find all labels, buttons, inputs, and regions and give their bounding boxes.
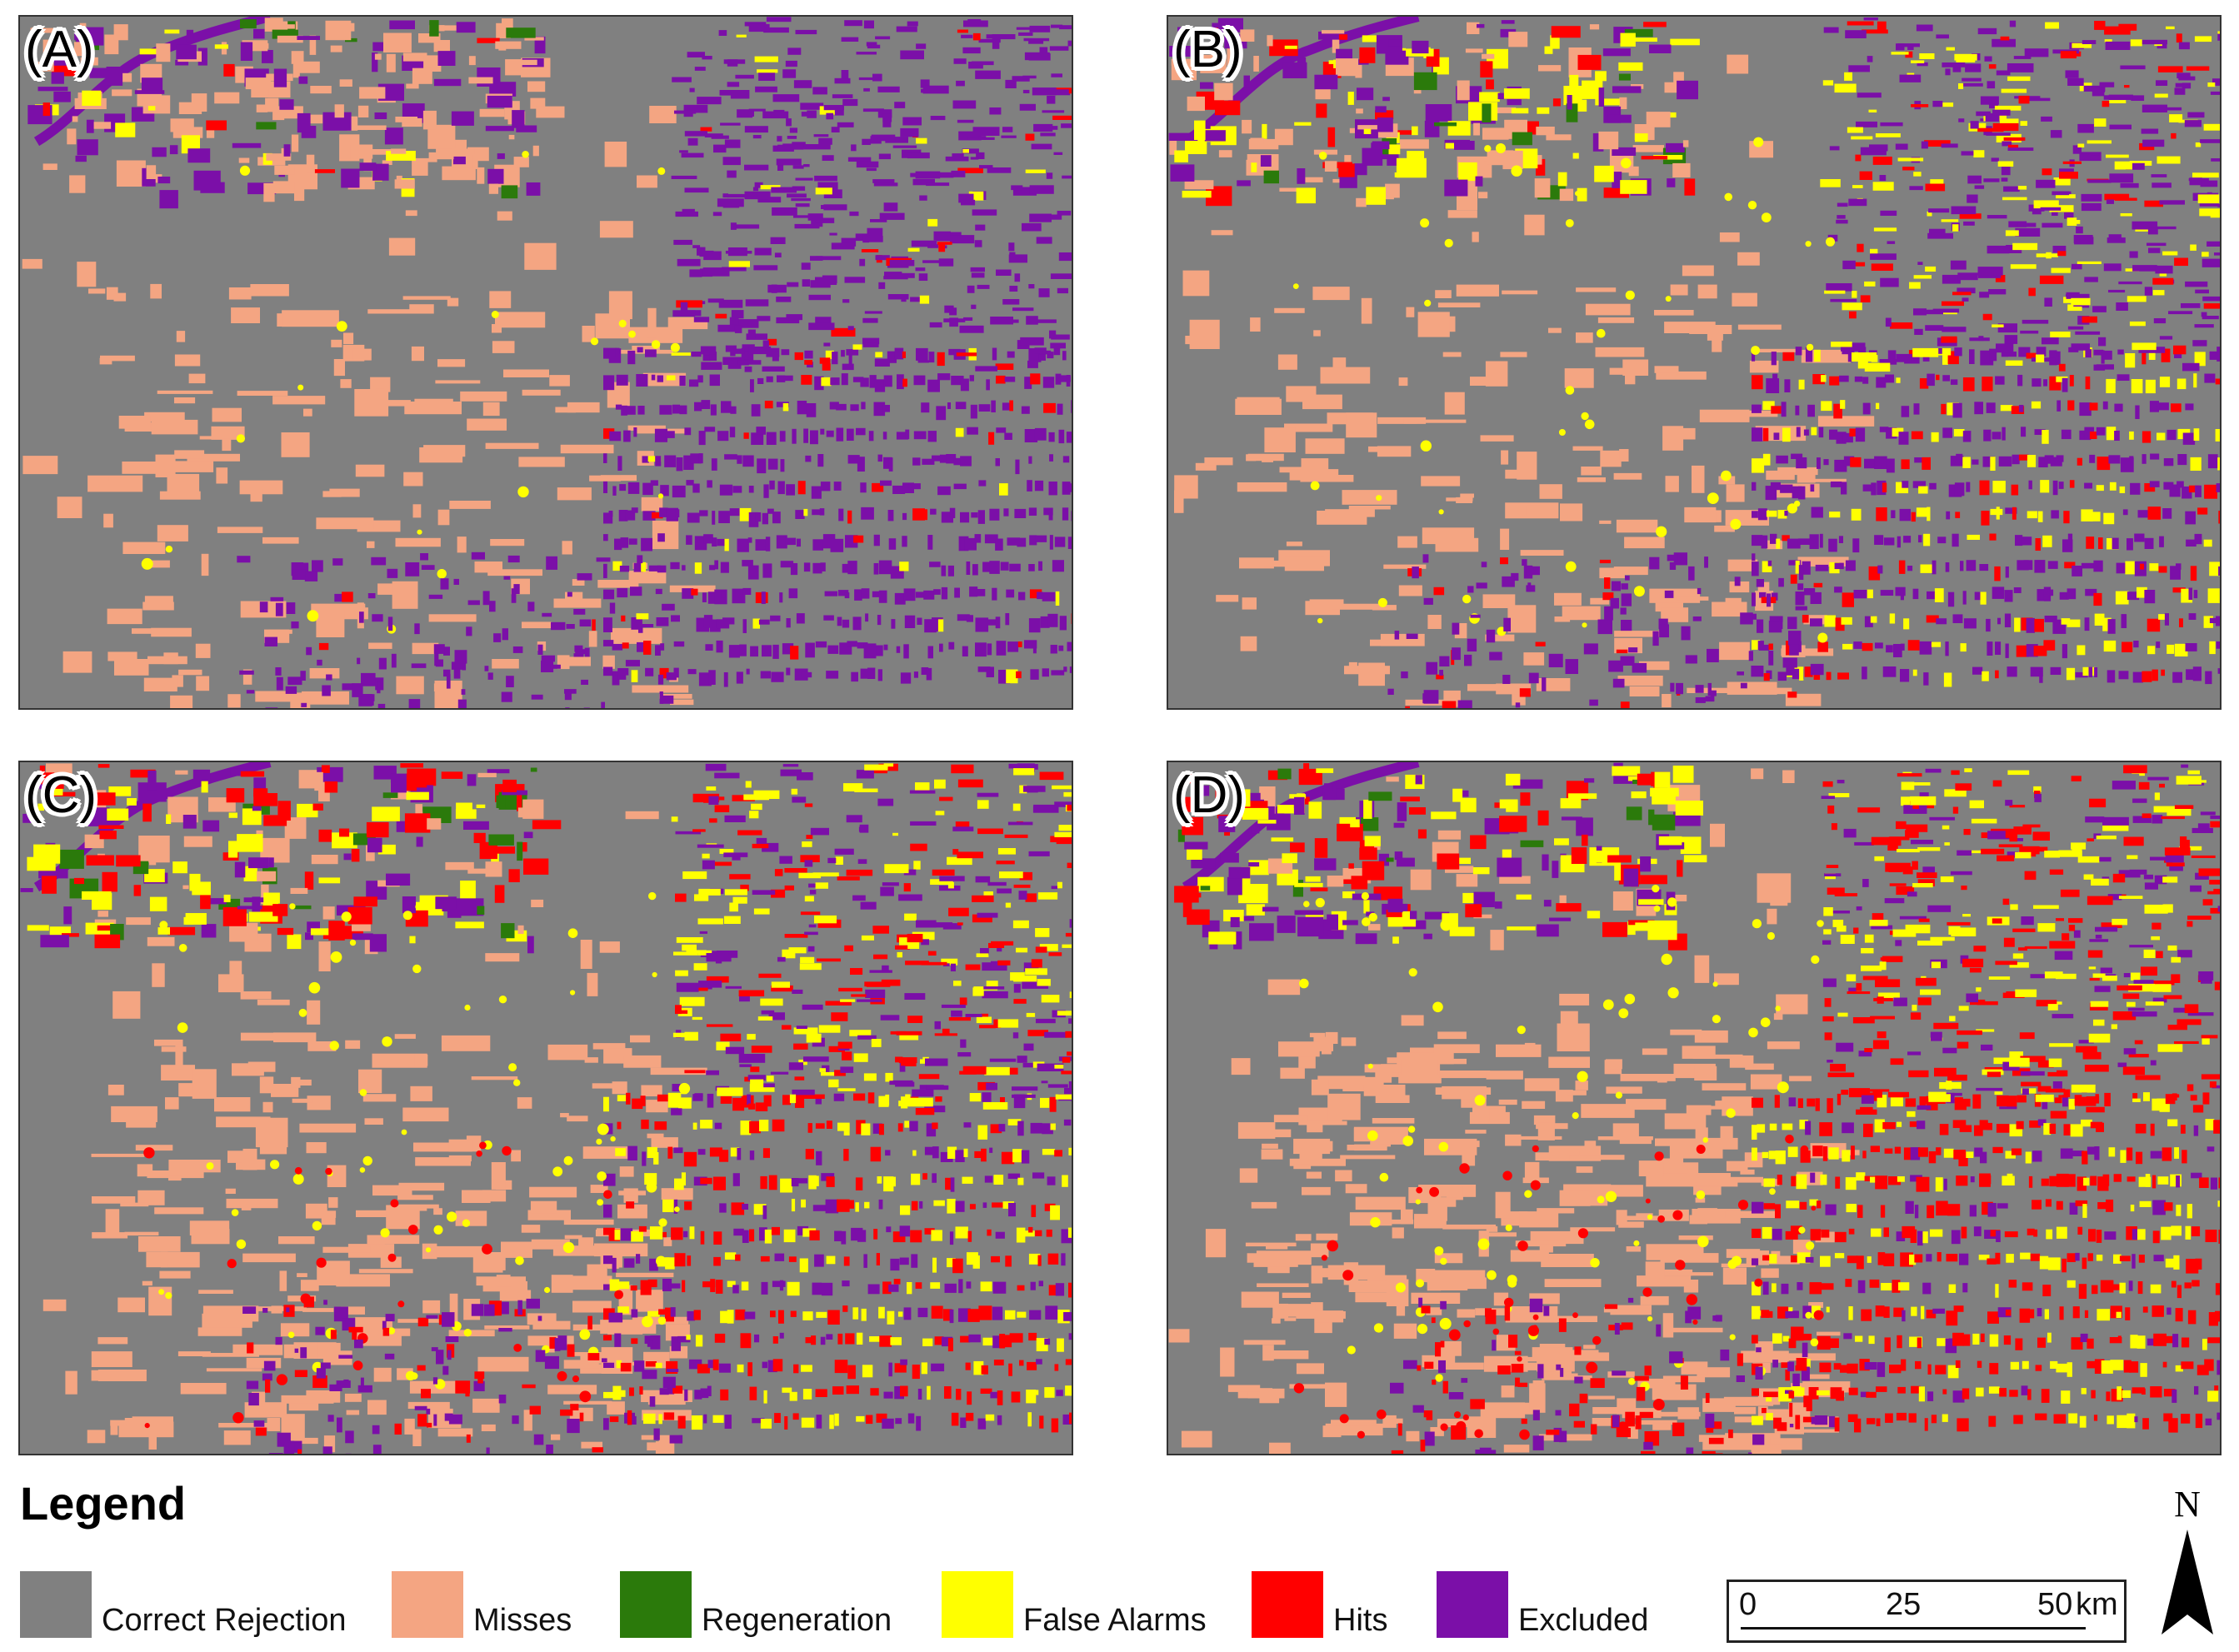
legend-label: Correct Rejection (102, 1603, 347, 1638)
scale-tick-25: 25 (1886, 1587, 1922, 1622)
panel-label-a: (A) (25, 21, 94, 78)
panel-label-b: (B) (1173, 21, 1242, 78)
map-a-canvas (20, 17, 1072, 708)
legend-title: Legend (20, 1477, 187, 1530)
legend-label: Hits (1333, 1603, 1388, 1638)
legend-label: Misses (473, 1603, 572, 1638)
legend-label: Excluded (1518, 1603, 1649, 1638)
map-panel-d: (D) (1167, 761, 2222, 1455)
map-panel-b: (B) (1167, 15, 2222, 710)
north-letter: N (2174, 1484, 2201, 1525)
legend-swatch (20, 1571, 92, 1638)
map-panel-a: (A) (18, 15, 1073, 710)
legend-label: Regeneration (702, 1603, 892, 1638)
map-d-canvas (1168, 762, 2220, 1454)
legend-label: False Alarms (1023, 1603, 1207, 1638)
map-b-canvas (1168, 17, 2220, 708)
map-panel-c: (C) (18, 761, 1073, 1455)
panel-label-c: (C) (25, 766, 97, 824)
map-c-canvas (20, 762, 1072, 1454)
scale-tick-0: 0 (1739, 1587, 1757, 1622)
legend-swatch (942, 1571, 1013, 1638)
legend-swatch (620, 1571, 692, 1638)
scale-line (1741, 1627, 2086, 1630)
legend-swatch (1252, 1571, 1323, 1638)
scale-bar: 0 25 50 km (1727, 1580, 2127, 1643)
scale-unit: km (2076, 1587, 2118, 1622)
north-arrow-icon (2162, 1530, 2213, 1635)
panel-label-d: (D) (1173, 766, 1246, 824)
scale-tick-50: 50 (2037, 1587, 2073, 1622)
legend-swatch (1437, 1571, 1508, 1638)
legend-swatch (392, 1571, 463, 1638)
north-arrow: N (2150, 1483, 2225, 1641)
